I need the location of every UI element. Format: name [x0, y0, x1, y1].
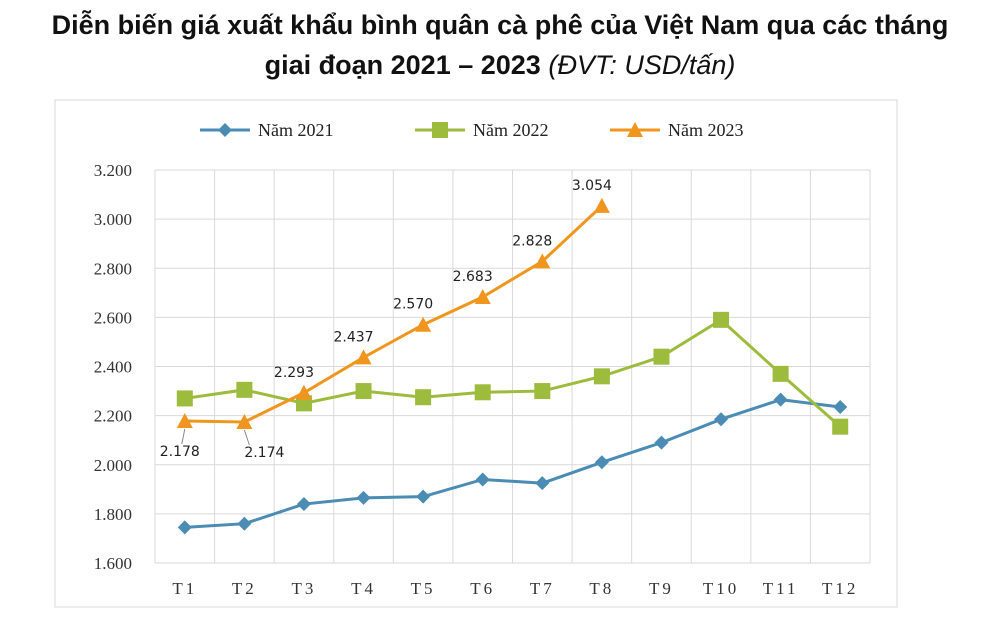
data-label: 2.437 [333, 329, 373, 345]
x-tick-label: T11 [763, 579, 799, 598]
marker [534, 383, 551, 400]
marker [176, 413, 193, 429]
y-tick-label: 3.000 [94, 210, 132, 229]
marker [355, 383, 372, 400]
marker [415, 389, 432, 406]
data-label: 2.683 [453, 269, 493, 285]
marker [772, 365, 789, 382]
x-tick-label: T9 [649, 579, 674, 598]
marker [237, 516, 252, 531]
line [184, 204, 603, 424]
chart-title: Diễn biến giá xuất khẩu bình quân cà phê… [52, 9, 949, 40]
marker [415, 316, 432, 332]
x-tick-label: T4 [351, 579, 376, 598]
y-tick-label: 1.800 [94, 505, 132, 524]
marker [713, 311, 730, 328]
marker [236, 381, 253, 398]
chart-unit: (ĐVT: USD/tấn) [548, 50, 735, 80]
marker [356, 490, 371, 505]
marker [535, 476, 550, 491]
leader-line [243, 429, 250, 446]
chart-title: giai đoạn 2021 – 2023 (ĐVT: USD/tấn) [265, 50, 736, 80]
y-tick-label: 2.800 [94, 259, 132, 278]
marker [475, 472, 490, 487]
marker [177, 520, 192, 535]
marker [714, 412, 729, 427]
x-tick-label: T2 [232, 579, 257, 598]
data-label: 2.293 [274, 365, 314, 381]
marker [654, 435, 669, 450]
x-tick-label: T3 [292, 579, 317, 598]
x-tick-label: T7 [530, 579, 555, 598]
marker [416, 489, 431, 504]
marker [534, 253, 551, 269]
line [184, 317, 842, 428]
y-tick-label: 2.400 [94, 358, 132, 377]
data-label: 2.570 [393, 297, 433, 313]
y-tick-label: 2.600 [94, 308, 132, 327]
y-tick-label: 2.200 [94, 407, 132, 426]
marker [474, 384, 491, 401]
leader-line [181, 428, 186, 445]
y-tick-label: 2.000 [94, 456, 132, 475]
data-label: 3.054 [572, 178, 612, 194]
marker [236, 414, 253, 430]
marker [432, 122, 448, 138]
marker [593, 197, 610, 213]
legend-label: Năm 2022 [473, 120, 549, 140]
x-tick-label: T1 [172, 579, 197, 598]
marker [833, 400, 848, 415]
marker [773, 392, 788, 407]
marker [295, 384, 312, 400]
line [184, 398, 841, 529]
marker [296, 497, 311, 512]
marker [176, 390, 193, 407]
legend-label: Năm 2023 [668, 120, 744, 140]
marker [832, 418, 849, 435]
y-tick-label: 3.200 [94, 161, 132, 180]
marker [474, 288, 491, 304]
data-label: 2.828 [512, 233, 552, 249]
marker [355, 349, 372, 365]
marker [594, 455, 609, 470]
marker [593, 368, 610, 385]
x-tick-label: T12 [822, 579, 858, 598]
data-label: 2.174 [244, 445, 284, 461]
chart-frame [54, 99, 898, 608]
x-tick-label: T10 [703, 579, 739, 598]
marker [627, 122, 643, 137]
x-tick-label: T8 [589, 579, 614, 598]
y-tick-label: 1.600 [94, 554, 132, 573]
x-tick-label: T5 [411, 579, 436, 598]
legend-label: Năm 2021 [258, 120, 334, 140]
x-tick-label: T6 [470, 579, 495, 598]
chart-title: giai đoạn 2021 – 2023 [265, 50, 541, 80]
marker [653, 348, 670, 365]
data-label: 2.178 [160, 444, 200, 460]
marker [218, 123, 232, 137]
